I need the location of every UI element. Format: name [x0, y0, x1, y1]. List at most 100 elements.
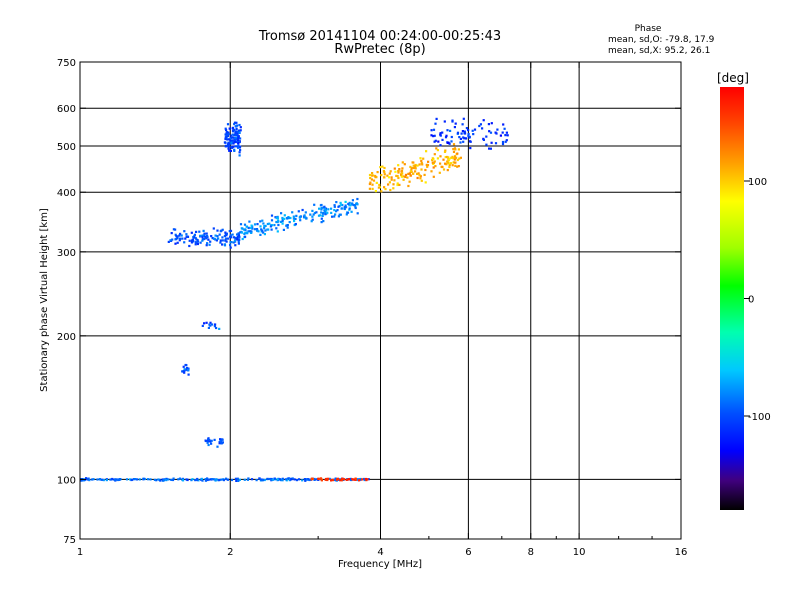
data-point	[233, 128, 236, 132]
data-point	[436, 157, 439, 160]
data-point	[234, 130, 237, 133]
data-point	[237, 129, 240, 132]
data-point	[414, 167, 417, 170]
data-point	[465, 127, 468, 130]
data-point	[275, 227, 278, 230]
data-point	[220, 478, 223, 481]
data-point	[414, 170, 417, 173]
data-point	[276, 215, 279, 218]
data-point	[205, 244, 208, 247]
data-point	[238, 478, 241, 481]
data-point	[225, 240, 228, 243]
data-point	[441, 165, 444, 169]
data-point	[504, 140, 507, 143]
data-point	[283, 214, 286, 217]
data-point	[371, 174, 374, 177]
data-point	[178, 477, 182, 480]
data-point	[237, 479, 240, 482]
data-point	[204, 478, 207, 481]
data-point	[215, 326, 218, 330]
data-point	[233, 239, 236, 242]
data-point	[384, 188, 387, 191]
data-point	[502, 123, 505, 126]
data-point	[181, 370, 184, 373]
data-point	[177, 478, 180, 481]
data-point	[352, 478, 355, 481]
data-point	[311, 215, 314, 218]
data-point	[218, 478, 221, 482]
data-point	[435, 117, 438, 120]
data-point	[319, 214, 322, 217]
data-point	[333, 478, 337, 482]
data-point	[185, 366, 189, 370]
data-point	[496, 128, 499, 131]
data-point	[244, 235, 247, 238]
data-point	[234, 145, 237, 148]
data-point	[392, 183, 395, 186]
data-point	[345, 478, 348, 481]
data-point	[448, 165, 451, 169]
data-point	[182, 365, 185, 368]
data-point	[186, 478, 189, 481]
data-point	[330, 207, 333, 210]
data-point	[276, 217, 279, 220]
data-point	[188, 244, 191, 248]
data-point	[194, 479, 197, 482]
data-point	[371, 172, 374, 175]
data-point	[313, 211, 316, 215]
data-point	[461, 123, 464, 126]
data-point	[234, 132, 237, 135]
data-point	[234, 138, 237, 141]
data-point	[227, 143, 230, 146]
plot-area: 1 2 4 6 8 10 16 75 100 200 300 400 500 600 750	[57, 58, 687, 558]
data-point	[353, 478, 356, 481]
data-point	[162, 479, 165, 482]
data-point	[419, 177, 422, 180]
data-point	[241, 231, 244, 234]
data-point	[101, 478, 104, 481]
data-point	[322, 212, 325, 215]
data-point	[412, 161, 415, 164]
data-point	[331, 478, 334, 481]
data-point	[209, 321, 212, 324]
data-point	[408, 172, 411, 175]
data-point	[229, 246, 232, 249]
data-point	[197, 479, 200, 482]
data-point	[232, 130, 235, 133]
data-point	[281, 222, 284, 225]
data-point	[311, 218, 314, 221]
data-point	[236, 233, 239, 236]
data-point	[239, 129, 242, 132]
data-point	[345, 213, 348, 216]
data-point	[190, 241, 193, 244]
data-point	[400, 175, 403, 178]
data-point	[237, 240, 240, 243]
data-point	[295, 479, 298, 482]
y-tick-label: 200	[57, 332, 76, 343]
data-point	[201, 479, 204, 482]
data-point	[467, 132, 470, 136]
data-point	[305, 478, 308, 481]
data-point	[416, 172, 419, 175]
data-point	[178, 234, 181, 237]
colorbar-tick-label: 100	[748, 177, 767, 188]
data-point	[225, 132, 228, 136]
data-point	[206, 440, 209, 443]
data-point	[208, 440, 211, 443]
data-point	[158, 478, 161, 482]
colorbar-label: [deg]	[717, 71, 749, 85]
data-point	[277, 223, 280, 227]
data-point	[181, 478, 184, 481]
data-point	[116, 478, 120, 482]
data-point	[410, 168, 413, 171]
data-point	[349, 477, 352, 480]
data-point	[190, 231, 193, 234]
data-point	[230, 141, 233, 144]
data-point	[473, 128, 477, 131]
data-point	[210, 235, 213, 238]
data-point	[443, 120, 446, 123]
data-point	[260, 228, 263, 231]
data-point	[226, 134, 230, 138]
data-point	[351, 199, 354, 202]
data-point	[362, 477, 365, 481]
